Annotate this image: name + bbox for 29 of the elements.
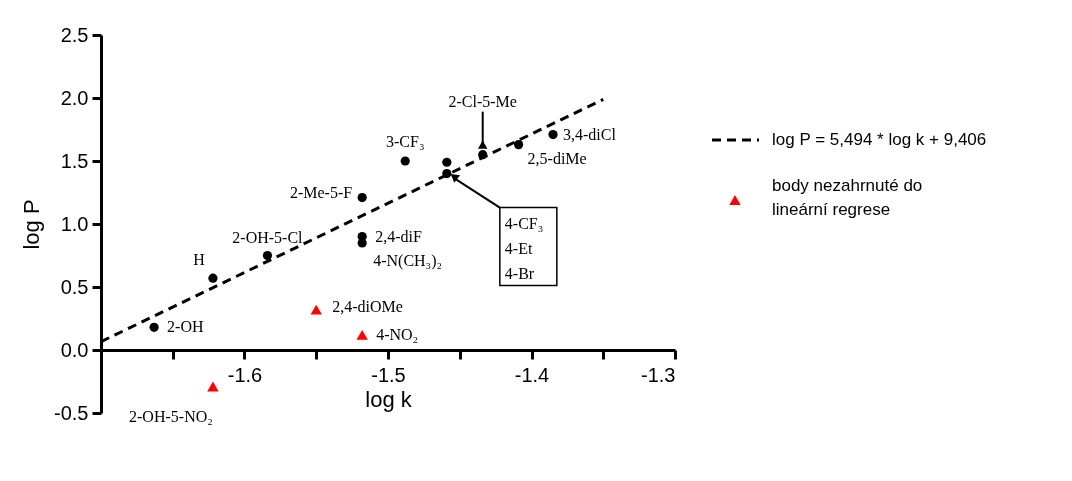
y-tick-label: 1.0 bbox=[60, 212, 89, 235]
y-tick-label: 0.0 bbox=[60, 338, 89, 361]
y-tick-label: 1.5 bbox=[60, 149, 89, 172]
legend-label: body nezahrnuté do lineární regrese bbox=[772, 176, 923, 219]
annotation: 4-N(CH₃)₂ bbox=[373, 251, 443, 270]
x-tick-label: -1.3 bbox=[641, 363, 676, 386]
y-axis-title: log P bbox=[19, 199, 45, 250]
annotation: 4-CF₃ 4-Et 4-Br bbox=[504, 214, 544, 282]
annotation: 3-CF₃ bbox=[385, 133, 425, 150]
annotation: 2-OH bbox=[167, 318, 204, 336]
annotation: 4-NO₂ bbox=[376, 325, 419, 343]
y-tick-label: -0.5 bbox=[54, 401, 89, 424]
annotation: 2,4-diOMe bbox=[332, 297, 403, 315]
x-tick-label: -1.4 bbox=[514, 363, 550, 386]
y-tick-label: 2.5 bbox=[60, 23, 89, 46]
x-axis-title: log k bbox=[365, 386, 413, 412]
annotation: H bbox=[193, 251, 206, 269]
y-tick-label: 0.5 bbox=[60, 275, 89, 298]
annotation: 3,4-diCl bbox=[563, 125, 617, 143]
annotation: 2,5-diMe bbox=[527, 149, 587, 167]
legend-label: log P = 5,494 * log k + 9,406 bbox=[772, 130, 987, 149]
annotation: 2-OH-5-NO₂ bbox=[129, 407, 213, 425]
annotation: 2-OH-5-Cl bbox=[232, 228, 304, 246]
annotation: 2-Me-5-F bbox=[289, 183, 353, 201]
x-tick-label: -1.5 bbox=[371, 363, 406, 386]
x-tick-label: -1.6 bbox=[227, 363, 263, 386]
y-tick-label: 2.0 bbox=[60, 86, 89, 109]
annotation: 2,4-diF bbox=[375, 227, 422, 245]
annotation: 2-Cl-5-Me bbox=[448, 92, 517, 110]
